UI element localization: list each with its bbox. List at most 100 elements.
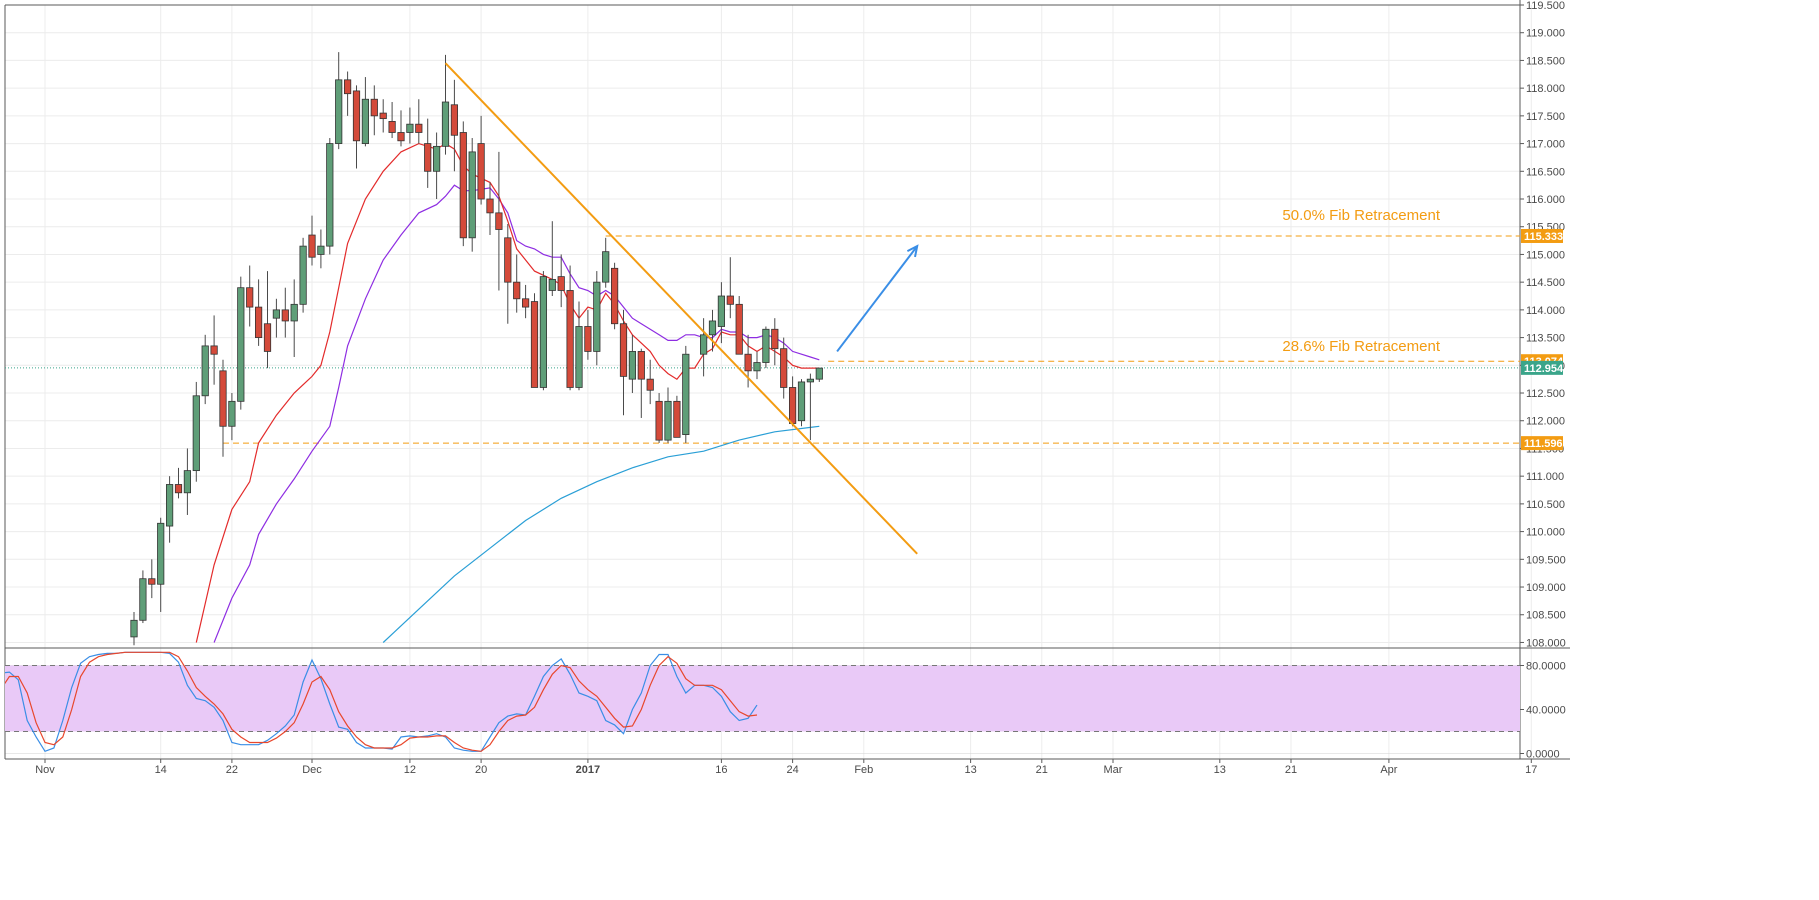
price-tick-label: 112.500 xyxy=(1526,388,1565,400)
stoch-band xyxy=(5,665,1520,732)
candle-up xyxy=(139,578,147,621)
candle-down xyxy=(379,112,387,120)
price-tick-label: 110.000 xyxy=(1526,527,1565,539)
candle-up xyxy=(664,400,672,441)
candle-up xyxy=(272,309,281,319)
fib-annotation: 50.0% Fib Retracement xyxy=(1282,207,1440,224)
stoch-tick-label: 40.0000 xyxy=(1526,705,1566,717)
time-tick-label: Mar xyxy=(1104,764,1123,776)
candle-down xyxy=(397,132,405,142)
fib-annotation: 28.6% Fib Retracement xyxy=(1282,338,1440,355)
candle-down xyxy=(619,323,628,377)
time-tick-label: 21 xyxy=(1036,764,1048,776)
price-tick-label: 113.500 xyxy=(1526,333,1565,345)
time-axis: Nov 14 22 Dec 12 20 2017 16 24 Feb 13 21 Mar 13 21 Apr 1… xyxy=(35,759,1537,776)
candle-down xyxy=(486,198,494,214)
candle-down xyxy=(771,328,779,350)
stoch-pane xyxy=(5,651,1520,753)
price-tick-label: 116.500 xyxy=(1526,166,1565,178)
plot-background xyxy=(5,5,1520,759)
level-price-tag-label: 115.333 xyxy=(1524,231,1563,243)
candle-down xyxy=(281,309,289,322)
candle-up xyxy=(335,79,343,144)
candle-down xyxy=(530,301,539,388)
time-tick-label: 2017 xyxy=(576,764,600,776)
candle-up xyxy=(406,123,414,133)
time-tick-label: 22 xyxy=(226,764,238,776)
candle-up xyxy=(441,101,450,147)
arrow-head xyxy=(906,244,919,258)
candle-down xyxy=(673,400,681,438)
candle-up xyxy=(201,345,209,397)
price-tick-label: 116.000 xyxy=(1526,194,1565,206)
time-tick-label: Apr xyxy=(1380,764,1397,776)
price-content xyxy=(5,52,1520,646)
candle-up xyxy=(228,400,236,427)
candle-down xyxy=(148,578,156,585)
candle-up xyxy=(797,381,806,422)
candle-down xyxy=(780,348,788,388)
candle-down xyxy=(352,90,361,142)
candle-up xyxy=(575,326,583,388)
candle-down xyxy=(522,298,530,308)
price-tick-label: 108.500 xyxy=(1526,610,1566,622)
time-tick-label: 16 xyxy=(715,764,727,776)
time-tick-label: 20 xyxy=(475,764,487,776)
candle-up xyxy=(548,278,556,291)
time-tick-label: 13 xyxy=(964,764,976,776)
candle-down xyxy=(735,303,743,355)
candle-up xyxy=(237,287,245,402)
time-tick-label: Feb xyxy=(854,764,873,776)
candle-down xyxy=(557,276,565,291)
candle-down xyxy=(210,345,218,355)
ema-blue-line xyxy=(382,425,820,643)
level-price-tag xyxy=(1521,228,1563,243)
candle-down xyxy=(254,306,263,338)
candle-down xyxy=(566,290,574,388)
last-price-tag xyxy=(1521,360,1563,375)
candle-down xyxy=(584,326,592,352)
candle-up xyxy=(628,351,637,380)
price-tick-label: 108.000 xyxy=(1526,637,1566,649)
candle-down xyxy=(343,79,352,95)
candle-down xyxy=(263,323,272,352)
candle-down xyxy=(495,212,503,230)
candle-down xyxy=(611,267,619,325)
candle-down xyxy=(450,104,459,136)
candle-down xyxy=(789,387,797,424)
price-tick-label: 119.500 xyxy=(1526,0,1565,12)
arrow-shaft xyxy=(836,245,918,353)
price-tick-label: 119.000 xyxy=(1526,28,1565,40)
candle-up xyxy=(157,522,165,585)
candle-up xyxy=(753,362,761,372)
price-tick-label: 117.000 xyxy=(1526,139,1565,151)
stoch-content xyxy=(5,651,758,753)
candle-up xyxy=(165,484,174,527)
stoch-axis: 0.0000 40.0000 80.0000 xyxy=(1520,661,1566,761)
candle-up xyxy=(806,378,815,383)
candle-down xyxy=(459,132,467,239)
candle-up xyxy=(183,470,191,494)
candle-up xyxy=(682,353,690,435)
candle-down xyxy=(246,287,254,308)
candle-up xyxy=(593,281,601,352)
candle-up xyxy=(192,395,200,472)
candle-down xyxy=(504,237,512,283)
candle-down xyxy=(174,484,183,494)
time-tick-label: 14 xyxy=(155,764,167,776)
candle-up xyxy=(539,276,548,388)
candle-down xyxy=(646,378,654,391)
candle-up xyxy=(299,245,307,305)
candle-up xyxy=(468,151,476,239)
candle-up xyxy=(815,367,823,380)
candle-down xyxy=(513,281,521,300)
price-pane: 50.0% Fib Retracement 28.6% Fib Retraceme… xyxy=(5,52,1520,646)
price-tick-label: 114.000 xyxy=(1526,305,1565,317)
stoch-tick-label: 0.0000 xyxy=(1526,749,1560,761)
candle-up xyxy=(317,245,325,255)
level-price-tag-label: 111.596 xyxy=(1524,438,1563,450)
candle-down xyxy=(370,98,378,117)
candle-up xyxy=(700,334,708,355)
price-tick-label: 118.000 xyxy=(1526,83,1565,95)
